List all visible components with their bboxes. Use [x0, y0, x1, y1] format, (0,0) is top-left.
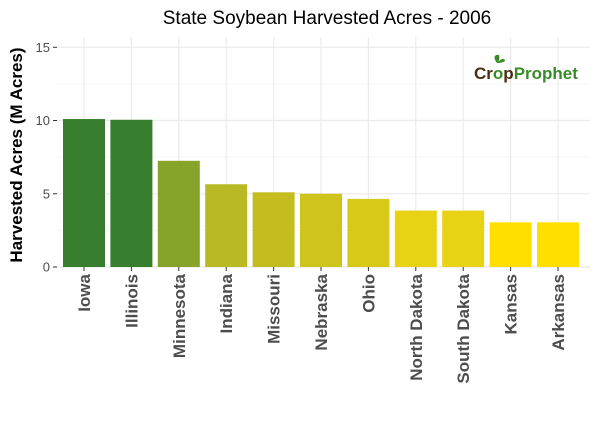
- bar-south-dakota: [442, 210, 485, 267]
- x-tick-label: South Dakota: [454, 273, 473, 383]
- x-tick-label: Missouri: [265, 274, 284, 344]
- bar-iowa: [63, 119, 105, 268]
- cropprophet-logo: CropProphet: [474, 54, 578, 83]
- logo-text-crop: Cr: [474, 64, 493, 83]
- x-tick-label: Illinois: [122, 274, 141, 328]
- y-tick-label: 15: [36, 40, 50, 55]
- logo-text-prophet: Prophet: [514, 64, 579, 83]
- bar-illinois: [110, 119, 153, 268]
- bar-indiana: [205, 184, 248, 267]
- logo-text-o: o: [493, 64, 503, 83]
- x-tick-label: Minnesota: [170, 273, 189, 358]
- bar-kansas: [489, 222, 532, 267]
- x-tick-label: Iowa: [75, 273, 94, 311]
- x-tick-label: Kansas: [502, 274, 521, 334]
- logo-text: CropProphet: [474, 64, 578, 83]
- bars: [63, 119, 579, 268]
- x-tick-label: North Dakota: [407, 273, 426, 380]
- y-tick-label: 10: [36, 113, 50, 128]
- bar-ohio: [347, 198, 390, 267]
- y-tick-label: 5: [43, 186, 50, 201]
- bar-arkansas: [537, 222, 579, 267]
- x-tick-label: Nebraska: [312, 273, 331, 350]
- bar-minnesota: [157, 160, 200, 267]
- bar-north-dakota: [394, 210, 437, 267]
- x-tick-label: Ohio: [359, 274, 378, 313]
- x-tick-label: Indiana: [217, 273, 236, 333]
- logo-text-p: p: [503, 64, 513, 83]
- x-axis: Iowa Illinois Minnesota Indiana Missouri Nebr…: [75, 267, 568, 384]
- bar-missouri: [252, 192, 295, 267]
- bar-nebraska: [300, 193, 342, 267]
- y-axis-label: Harvested Acres (M Acres): [7, 47, 26, 262]
- y-tick-label: 0: [43, 260, 50, 275]
- leaf-icon: [494, 54, 505, 63]
- y-axis: 0 5 10 15: [36, 40, 57, 275]
- x-tick-label: Arkansas: [549, 274, 568, 351]
- chart-title: State Soybean Harvested Acres - 2006: [163, 8, 491, 29]
